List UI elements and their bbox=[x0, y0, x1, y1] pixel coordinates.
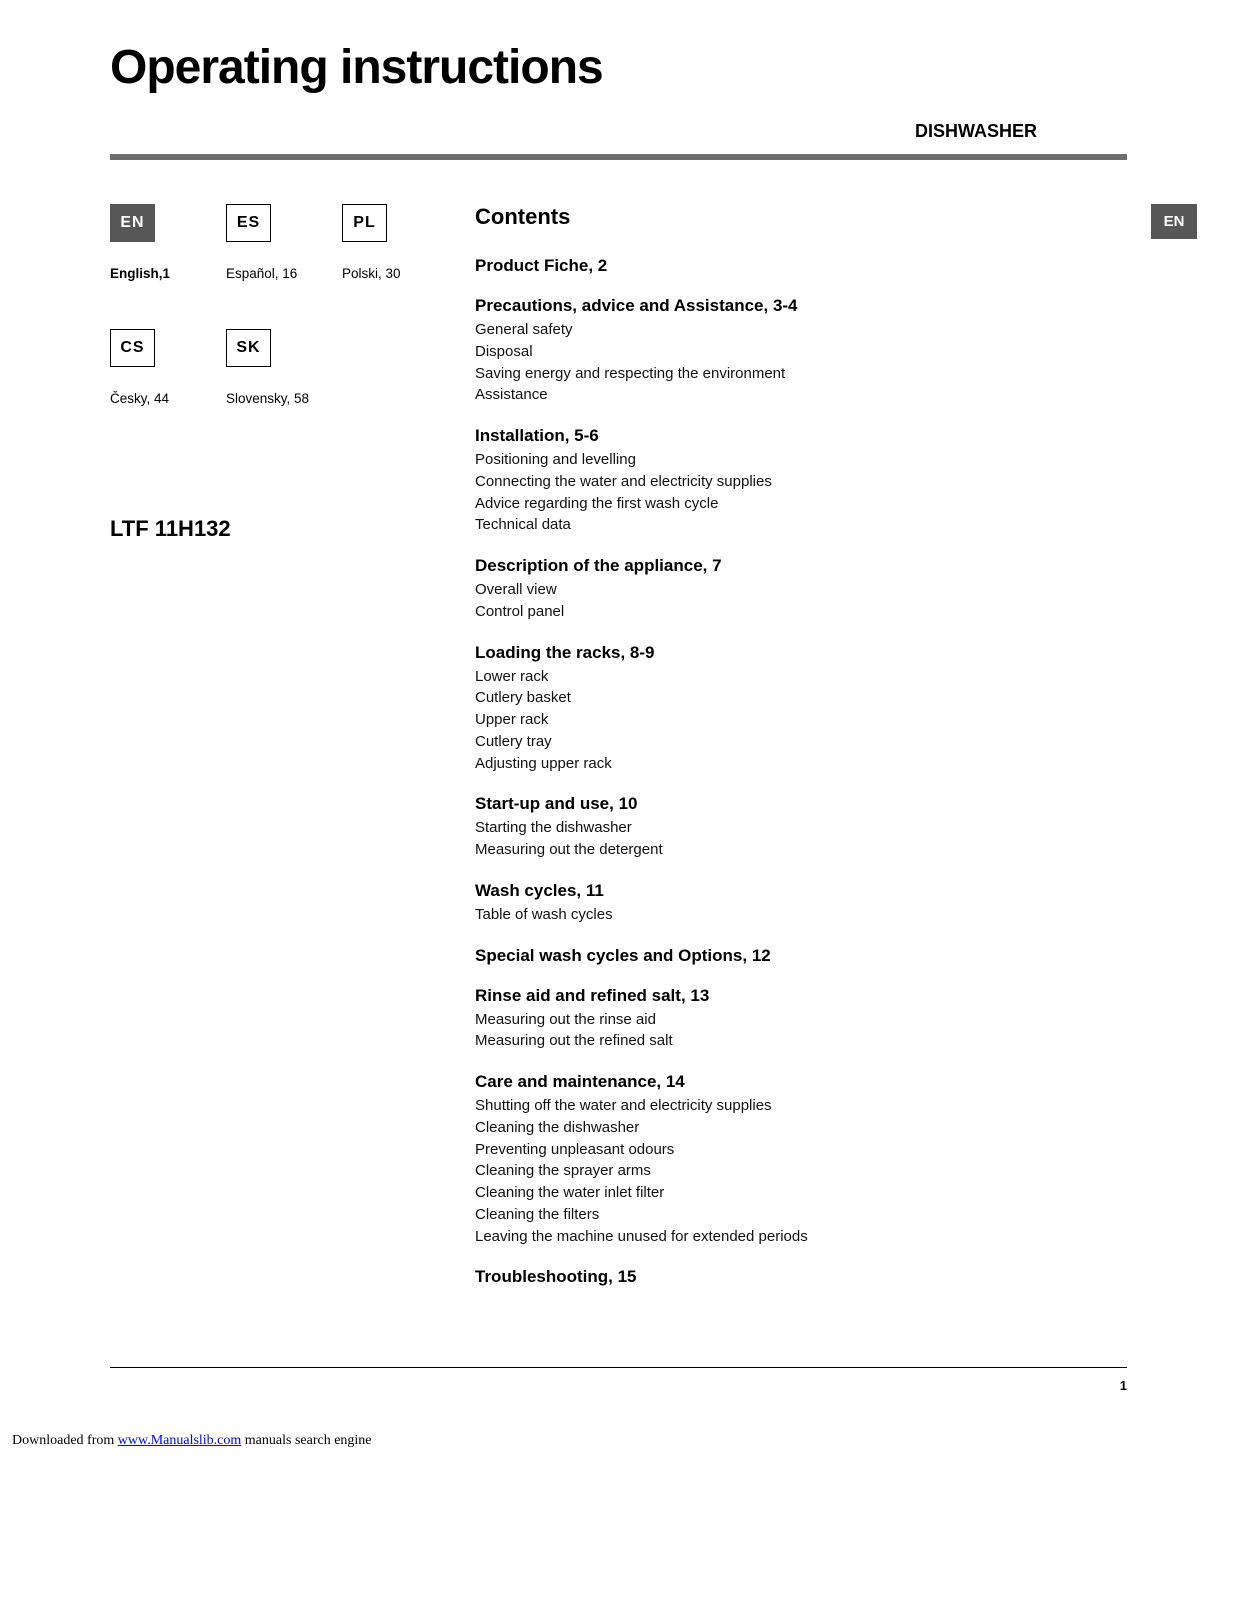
toc-section-item: General safety bbox=[475, 319, 1127, 341]
language-item[interactable]: CS Česky, 44 bbox=[110, 329, 178, 406]
toc-section: Precautions, advice and Assistance, 3-4 G… bbox=[475, 296, 1127, 406]
toc-section: Care and maintenance, 14 Shutting off the… bbox=[475, 1072, 1127, 1247]
toc-section: Loading the racks, 8-9Lower rackCutlery … bbox=[475, 643, 1127, 775]
toc-section-item: Saving energy and respecting the environ… bbox=[475, 363, 1127, 385]
toc-section-item: Advice regarding the first wash cycle bbox=[475, 493, 1127, 515]
toc-section: Installation, 5-6 Positioning and levelli… bbox=[475, 426, 1127, 536]
toc-section-title: Product Fiche, 2 bbox=[475, 256, 1127, 276]
language-item[interactable]: SKSlovensky, 58 bbox=[226, 329, 294, 406]
language-label: Slovensky, 58 bbox=[226, 391, 309, 406]
toc-section-item: Disposal bbox=[475, 341, 1127, 363]
toc-section-item: Upper rack bbox=[475, 709, 1127, 731]
toc-section-title: Start-up and use, 10 bbox=[475, 794, 1127, 814]
toc-section-item: Cleaning the sprayer arms bbox=[475, 1160, 1127, 1182]
toc-section-item: Lower rack bbox=[475, 666, 1127, 688]
toc-section-title: Care and maintenance, 14 bbox=[475, 1072, 1127, 1092]
language-row: EN English,1 ES Español, 16 PL Polski, 30 bbox=[110, 204, 415, 281]
toc-section-item: Assistance bbox=[475, 384, 1127, 406]
toc-section-item: Cleaning the dishwasher bbox=[475, 1117, 1127, 1139]
page-subtitle: DISHWASHER bbox=[110, 121, 1127, 142]
toc-section-item: Technical data bbox=[475, 514, 1127, 536]
toc-section-title: Description of the appliance, 7 bbox=[475, 556, 1127, 576]
toc-section: Wash cycles, 11 Table of wash cycles bbox=[475, 881, 1127, 926]
language-code-box: CS bbox=[110, 329, 155, 367]
toc-section-title: Special wash cycles and Options, 12 bbox=[475, 946, 1127, 966]
toc-section-item: Preventing unpleasant odours bbox=[475, 1139, 1127, 1161]
toc-section-item: Cutlery tray bbox=[475, 731, 1127, 753]
page-title: Operating instructions bbox=[110, 40, 1127, 95]
language-label: Česky, 44 bbox=[110, 391, 169, 406]
page-number: 1 bbox=[0, 1378, 1237, 1393]
toc-section-item: Cleaning the filters bbox=[475, 1204, 1127, 1226]
contents-heading: Contents bbox=[475, 204, 1127, 230]
language-side-badge: EN bbox=[1151, 204, 1197, 239]
footer-suffix: manuals search engine bbox=[241, 1433, 371, 1448]
left-column: EN English,1 ES Español, 16 PL Polski, 30 CS Če… bbox=[110, 204, 415, 1307]
toc-section: Description of the appliance, 7 Overall v… bbox=[475, 556, 1127, 623]
footer-prefix: Downloaded from bbox=[12, 1433, 118, 1448]
language-code-box: ES bbox=[226, 204, 271, 242]
toc-section-title: Installation, 5-6 bbox=[475, 426, 1127, 446]
contents-column: Contents Product Fiche, 2 Precautions, ad… bbox=[475, 204, 1127, 1307]
download-footer: Downloaded from www.Manualslib.com manua… bbox=[0, 1433, 1237, 1449]
toc-section-title: Wash cycles, 11 bbox=[475, 881, 1127, 901]
language-label: Polski, 30 bbox=[342, 266, 401, 281]
toc-section-title: Troubleshooting, 15 bbox=[475, 1267, 1127, 1287]
toc-section-title: Rinse aid and refined salt, 13 bbox=[475, 986, 1127, 1006]
toc-section-item: Positioning and levelling bbox=[475, 449, 1127, 471]
toc-section-item: Connecting the water and electricity sup… bbox=[475, 471, 1127, 493]
toc-section: Start-up and use, 10 Starting the dishwas… bbox=[475, 794, 1127, 861]
language-label: English,1 bbox=[110, 266, 170, 281]
toc-section-item: Starting the dishwasher bbox=[475, 817, 1127, 839]
footer-link[interactable]: www.Manualslib.com bbox=[118, 1433, 242, 1448]
language-item[interactable]: EN English,1 bbox=[110, 204, 178, 281]
toc-section-item: Measuring out the detergent bbox=[475, 839, 1127, 861]
toc-section-title: Loading the racks, 8-9 bbox=[475, 643, 1127, 663]
language-code-box: SK bbox=[226, 329, 271, 367]
header-divider bbox=[110, 154, 1127, 160]
toc-section-title: Precautions, advice and Assistance, 3-4 bbox=[475, 296, 1127, 316]
toc-section: Product Fiche, 2 bbox=[475, 256, 1127, 276]
toc-section-item: Leaving the machine unused for extended … bbox=[475, 1226, 1127, 1248]
toc-section-item: Measuring out the rinse aid bbox=[475, 1009, 1127, 1031]
language-label: Español, 16 bbox=[226, 266, 297, 281]
language-row: CSČesky, 44SKSlovensky, 58 bbox=[110, 329, 415, 406]
toc-section-item: Cleaning the water inlet filter bbox=[475, 1182, 1127, 1204]
toc-section-item: Measuring out the refined salt bbox=[475, 1030, 1127, 1052]
toc-section-item: Table of wash cycles bbox=[475, 904, 1127, 926]
language-item[interactable]: PL Polski, 30 bbox=[342, 204, 410, 281]
model-number: LTF 11H132 bbox=[110, 516, 415, 542]
toc-section-item: Shutting off the water and electricity s… bbox=[475, 1095, 1127, 1117]
toc-section-item: Adjusting upper rack bbox=[475, 753, 1127, 775]
language-code-box: EN bbox=[110, 204, 155, 242]
toc-section: Troubleshooting, 15 bbox=[475, 1267, 1127, 1287]
footer-divider bbox=[110, 1367, 1127, 1368]
language-item[interactable]: ES Español, 16 bbox=[226, 204, 294, 281]
toc-section-item: Cutlery basket bbox=[475, 687, 1127, 709]
toc-section: Rinse aid and refined salt, 13 Measuring … bbox=[475, 986, 1127, 1053]
toc-section-item: Overall view bbox=[475, 579, 1127, 601]
language-code-box: PL bbox=[342, 204, 387, 242]
toc-section-item: Control panel bbox=[475, 601, 1127, 623]
toc-section: Special wash cycles and Options, 12 bbox=[475, 946, 1127, 966]
